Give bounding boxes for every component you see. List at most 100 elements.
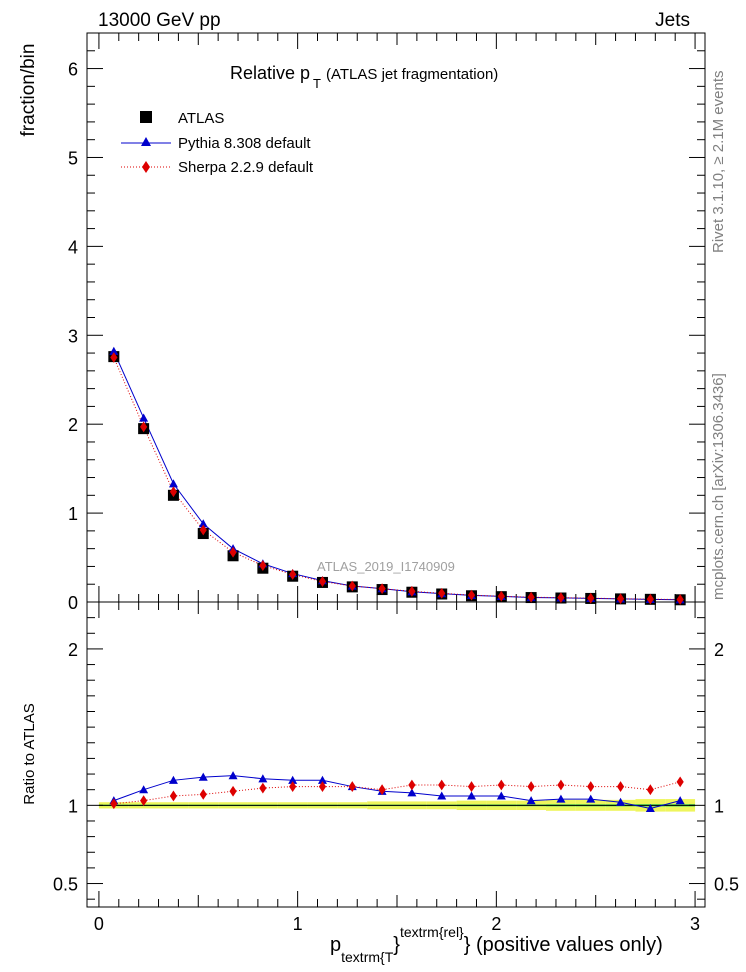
data-point-sherpa [289,569,297,580]
data-point-sherpa [169,790,178,802]
ratio-ytick-label-right: 2 [714,640,724,660]
data-point-sherpa [676,594,684,605]
header-right-label: Jets [655,10,690,31]
xtick-label: 1 [293,914,303,934]
legend-pythia-label: Pythia 8.308 default [178,135,311,152]
data-point-sherpa [557,592,565,604]
main-ylabel: fraction/bin [18,44,39,137]
data-point-pythia [556,794,566,803]
main-ytick-label: 2 [68,415,78,435]
data-point-sherpa [318,576,327,587]
data-point-sherpa [587,592,595,604]
main-ytick-label: 1 [68,504,78,524]
data-point-sherpa [557,779,565,791]
ratio-pythia-line [113,775,681,809]
data-point-sherpa [259,560,267,571]
xlabel-rest: } (positive values only) [464,934,663,956]
data-point-sherpa [259,782,267,794]
main-title-subscript: T [313,76,321,91]
main-ytick-label: 4 [68,237,78,257]
ratio-panel-frame [86,601,706,908]
mcplots-label: mcplots.cern.ch [arXiv:1306.3436] [710,373,727,600]
main-ytick-label: 5 [68,148,78,168]
header-left-label: 13000 GeV pp [98,10,221,31]
data-point-sherpa [199,788,207,800]
data-point-sherpa [467,781,476,792]
xtick-label: 0 [94,914,104,934]
data-point-sherpa [438,779,446,791]
xtick-label: 2 [491,914,501,934]
data-point-sherpa [229,785,237,797]
data-point-pythia [317,775,327,784]
data-point-sherpa [467,589,476,601]
data-point-sherpa [229,546,237,558]
xlabel: ptextrm{T}textrm{rel}} (positive values … [330,924,663,965]
data-point-sherpa [527,781,535,792]
data-point-sherpa [348,781,356,792]
ratio-ytick-label: 1 [68,796,78,816]
data-point-pythia [168,775,178,784]
data-point-sherpa [140,795,148,807]
main-ytick-label: 3 [68,326,78,346]
data-point-sherpa [289,781,297,792]
xtick-label: 3 [690,914,700,934]
ratio-ytick-label-right: 0.5 [714,875,739,895]
xlabel-brace: } [393,934,400,956]
data-point-sherpa [646,784,654,796]
xlabel-superscript: textrm{rel} [400,924,464,940]
data-point-sherpa [378,784,386,796]
data-point-pythia [139,785,149,794]
legend-atlas-marker [140,111,152,123]
data-point-pythia [198,519,208,528]
data-point-pythia [258,774,268,783]
ratio-ytick-label-right: 1 [714,796,724,816]
data-point-sherpa [438,587,446,599]
ratio-ytick-label: 0.5 [53,875,78,895]
data-point-pythia [109,346,119,355]
main-ytick-label: 6 [68,60,78,80]
data-point-pythia [496,791,506,800]
data-point-pythia [288,775,298,784]
analysis-watermark: ATLAS_2019_I1740909 [317,559,455,574]
data-point-sherpa [646,593,654,605]
main-ytick-label: 0 [68,593,78,613]
main-title-rest: (ATLAS jet fragmentation) [326,66,498,83]
data-point-pythia [526,796,536,805]
legend: ATLAS Pythia 8.308 default Sherpa 2.2.9 … [121,110,314,176]
main-title-text: Relative p [230,63,310,83]
data-point-pythia [228,771,238,780]
data-point-sherpa [587,781,595,792]
data-point-sherpa [676,776,684,788]
main-title: Relative pT (ATLAS jet fragmentation) [230,63,498,91]
data-point-pythia [139,413,149,422]
xlabel-p: p [330,934,341,956]
data-point-sherpa [318,781,327,792]
legend-pythia-marker [141,137,151,146]
data-point-sherpa [199,524,207,536]
data-point-sherpa [616,593,625,605]
data-point-sherpa [497,590,505,602]
legend-sherpa-marker [142,161,150,173]
data-point-sherpa [140,421,148,433]
data-point-pythia [675,796,685,805]
data-point-pythia [407,788,417,797]
ratio-ytick-label: 2 [68,640,78,660]
ratio-series [109,771,685,813]
rivet-version-label: Rivet 3.1.10, ≥ 2.1M events [710,71,727,254]
data-point-sherpa [408,585,416,597]
data-point-pythia [586,794,596,803]
xlabel-subscript: textrm{T [341,949,394,965]
legend-sherpa-label: Sherpa 2.2.9 default [178,159,314,176]
data-point-sherpa [497,779,505,791]
data-point-pythia [168,479,178,488]
data-point-sherpa [348,580,356,592]
data-point-sherpa [110,352,118,363]
data-point-pythia [198,772,208,781]
data-point-pythia [437,791,447,800]
data-point-sherpa [110,798,118,810]
data-point-pythia [467,791,477,800]
data-point-sherpa [169,486,178,498]
main-series [108,346,686,606]
data-point-sherpa [408,779,416,791]
